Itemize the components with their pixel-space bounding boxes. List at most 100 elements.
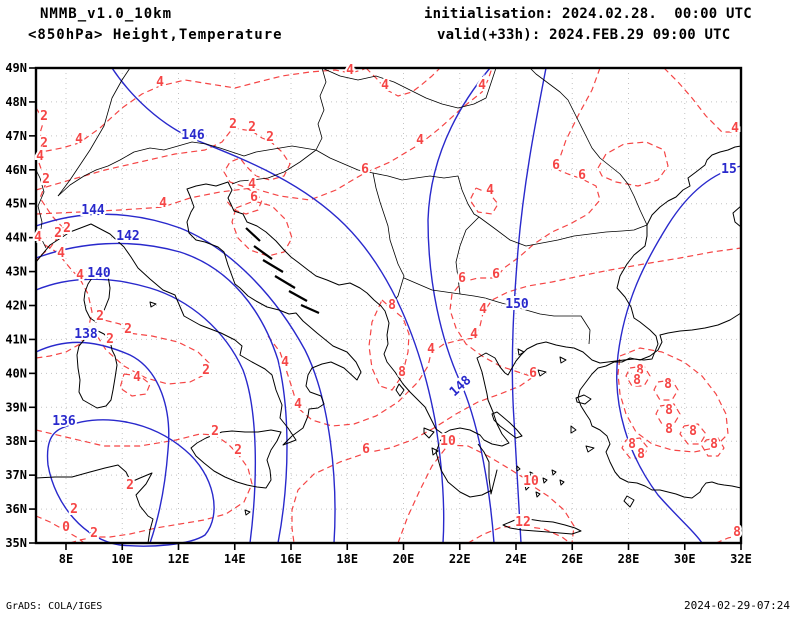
- height-contour-label: 148: [447, 373, 475, 400]
- height-contour-label: 142: [116, 229, 139, 244]
- temperature-contour-label: 10: [523, 474, 539, 489]
- lon-tick-label: 22E: [449, 552, 471, 566]
- temperature-contour-label: 4: [486, 183, 494, 198]
- temperature-contour-label: 8: [733, 525, 741, 540]
- lat-tick-label: 47N: [5, 129, 27, 143]
- height-contour-label: 150: [505, 297, 529, 312]
- lat-tick-label: 39N: [5, 400, 27, 414]
- lon-tick-label: 14E: [224, 552, 246, 566]
- field-title: <850hPa> Height,Temperature: [28, 27, 283, 43]
- temperature-contour-label: 6: [552, 158, 560, 173]
- init-time-label: initialisation: 2024.02.28. 00:00 UTC: [424, 6, 752, 22]
- temperature-contour-label: 4: [76, 268, 84, 283]
- lon-tick-label: 18E: [336, 552, 358, 566]
- temperature-contour-label: 2: [54, 226, 62, 241]
- temperature-contour-label: 6: [361, 162, 369, 177]
- lon-tick-label: 8E: [59, 552, 73, 566]
- lat-tick-label: 40N: [5, 366, 27, 380]
- map-frame: [29, 66, 743, 550]
- temperature-contour-label: 4: [75, 132, 83, 147]
- lat-tick-label: 42N: [5, 299, 27, 313]
- temperature-contour-label: 2: [202, 363, 210, 378]
- axis-labels: 49N 48N 47N 46N 45N 44N 43N 42N 41N 40N 39N 38N 37N 3…: [5, 61, 752, 566]
- temperature-contour-label: 2: [90, 526, 98, 541]
- lon-tick-label: 28E: [618, 552, 640, 566]
- height-contour-label: 15: [721, 162, 737, 177]
- temperature-contour-label: 4: [470, 327, 478, 342]
- lon-tick-label: 10E: [111, 552, 133, 566]
- temperature-contour-label: 2: [70, 502, 78, 517]
- height-contour-label: 140: [87, 266, 111, 281]
- temperature-contour-label: 2: [40, 136, 48, 151]
- height-contour-label: 146: [181, 128, 205, 143]
- lat-tick-label: 45N: [5, 197, 27, 211]
- temperature-contour-label: 6: [578, 168, 586, 183]
- temperature-contour-label: 4: [479, 302, 487, 317]
- temperature-contour-label: 2: [124, 322, 132, 337]
- temperature-contour-label: 4: [133, 370, 141, 385]
- lon-tick-label: 20E: [393, 552, 415, 566]
- temperature-contour-label: 2: [63, 221, 71, 236]
- temperature-contour-label: 4: [381, 78, 389, 93]
- lat-tick-label: 36N: [5, 502, 27, 516]
- temperature-contour-label: 2: [40, 109, 48, 124]
- height-contours: [35, 67, 742, 547]
- lon-tick-label: 32E: [730, 552, 752, 566]
- temperature-contour-label: 8: [398, 365, 406, 380]
- grads-credit: GrADS: COLA/IGES: [6, 601, 103, 612]
- temperature-contour-label: 8: [710, 437, 718, 452]
- coastlines-borders: [35, 67, 742, 544]
- lat-tick-label: 41N: [5, 332, 27, 346]
- temperature-contour-label: 8: [689, 424, 697, 439]
- temperature-contour-label: 4: [346, 63, 354, 78]
- temperature-contour-label: 6: [458, 271, 466, 286]
- lon-tick-label: 24E: [505, 552, 527, 566]
- temperature-contour-label: 6: [250, 190, 258, 205]
- temperature-contour-label: 2: [234, 443, 242, 458]
- temperature-contour-label: 8: [636, 363, 644, 378]
- temperature-contour-label: 4: [281, 355, 289, 370]
- temperature-contour-label: 2: [229, 117, 237, 132]
- temperature-contour-label: 2: [42, 172, 50, 187]
- temperature-contour-label: 8: [633, 373, 641, 388]
- temperature-contour-label: 6: [362, 442, 370, 457]
- temperature-contour-label: 4: [427, 342, 435, 357]
- temperature-contour-label: 8: [665, 403, 673, 418]
- temperature-contour-label: 2: [266, 130, 274, 145]
- lat-tick-label: 35N: [5, 536, 27, 550]
- lat-tick-label: 37N: [5, 468, 27, 482]
- temperature-contour-label: 8: [388, 298, 396, 313]
- temperature-contour-label: 12: [515, 515, 531, 530]
- height-contour-label: 138: [74, 327, 98, 342]
- temperature-contour-label: 4: [159, 196, 167, 211]
- temperature-contour-label: 2: [106, 332, 114, 347]
- temperature-contour-label: 8: [664, 377, 672, 392]
- temperature-contour-label: 2: [126, 478, 134, 493]
- temperature-contour-label: 2: [211, 424, 219, 439]
- temperature-contour-label: 4: [156, 75, 164, 90]
- temperature-contour-label: 4: [36, 149, 44, 164]
- creation-timestamp: 2024-02-29-07:24: [684, 599, 790, 612]
- temperature-contour-label: 4: [478, 78, 486, 93]
- temperature-contour-label: 4: [416, 133, 424, 148]
- lon-tick-label: 16E: [280, 552, 302, 566]
- temperature-contour-label: 6: [529, 366, 537, 381]
- temperature-contour-label: 4: [731, 121, 739, 136]
- temperature-contour-label: 2: [248, 120, 256, 135]
- lat-tick-label: 38N: [5, 434, 27, 448]
- temperature-contour-label: 6: [492, 267, 500, 282]
- lat-tick-label: 49N: [5, 61, 27, 75]
- height-contour-label: 136: [52, 414, 76, 429]
- lat-tick-label: 43N: [5, 265, 27, 279]
- height-contour-label: 144: [81, 203, 105, 218]
- lon-tick-label: 12E: [168, 552, 190, 566]
- temperature-contour-label: 8: [637, 447, 645, 462]
- lat-tick-label: 44N: [5, 231, 27, 245]
- lon-tick-label: 26E: [561, 552, 583, 566]
- temperature-contour-label: 4: [57, 246, 65, 261]
- temperature-contour-label: 4: [294, 397, 302, 412]
- temperature-contour-label: 2: [96, 309, 104, 324]
